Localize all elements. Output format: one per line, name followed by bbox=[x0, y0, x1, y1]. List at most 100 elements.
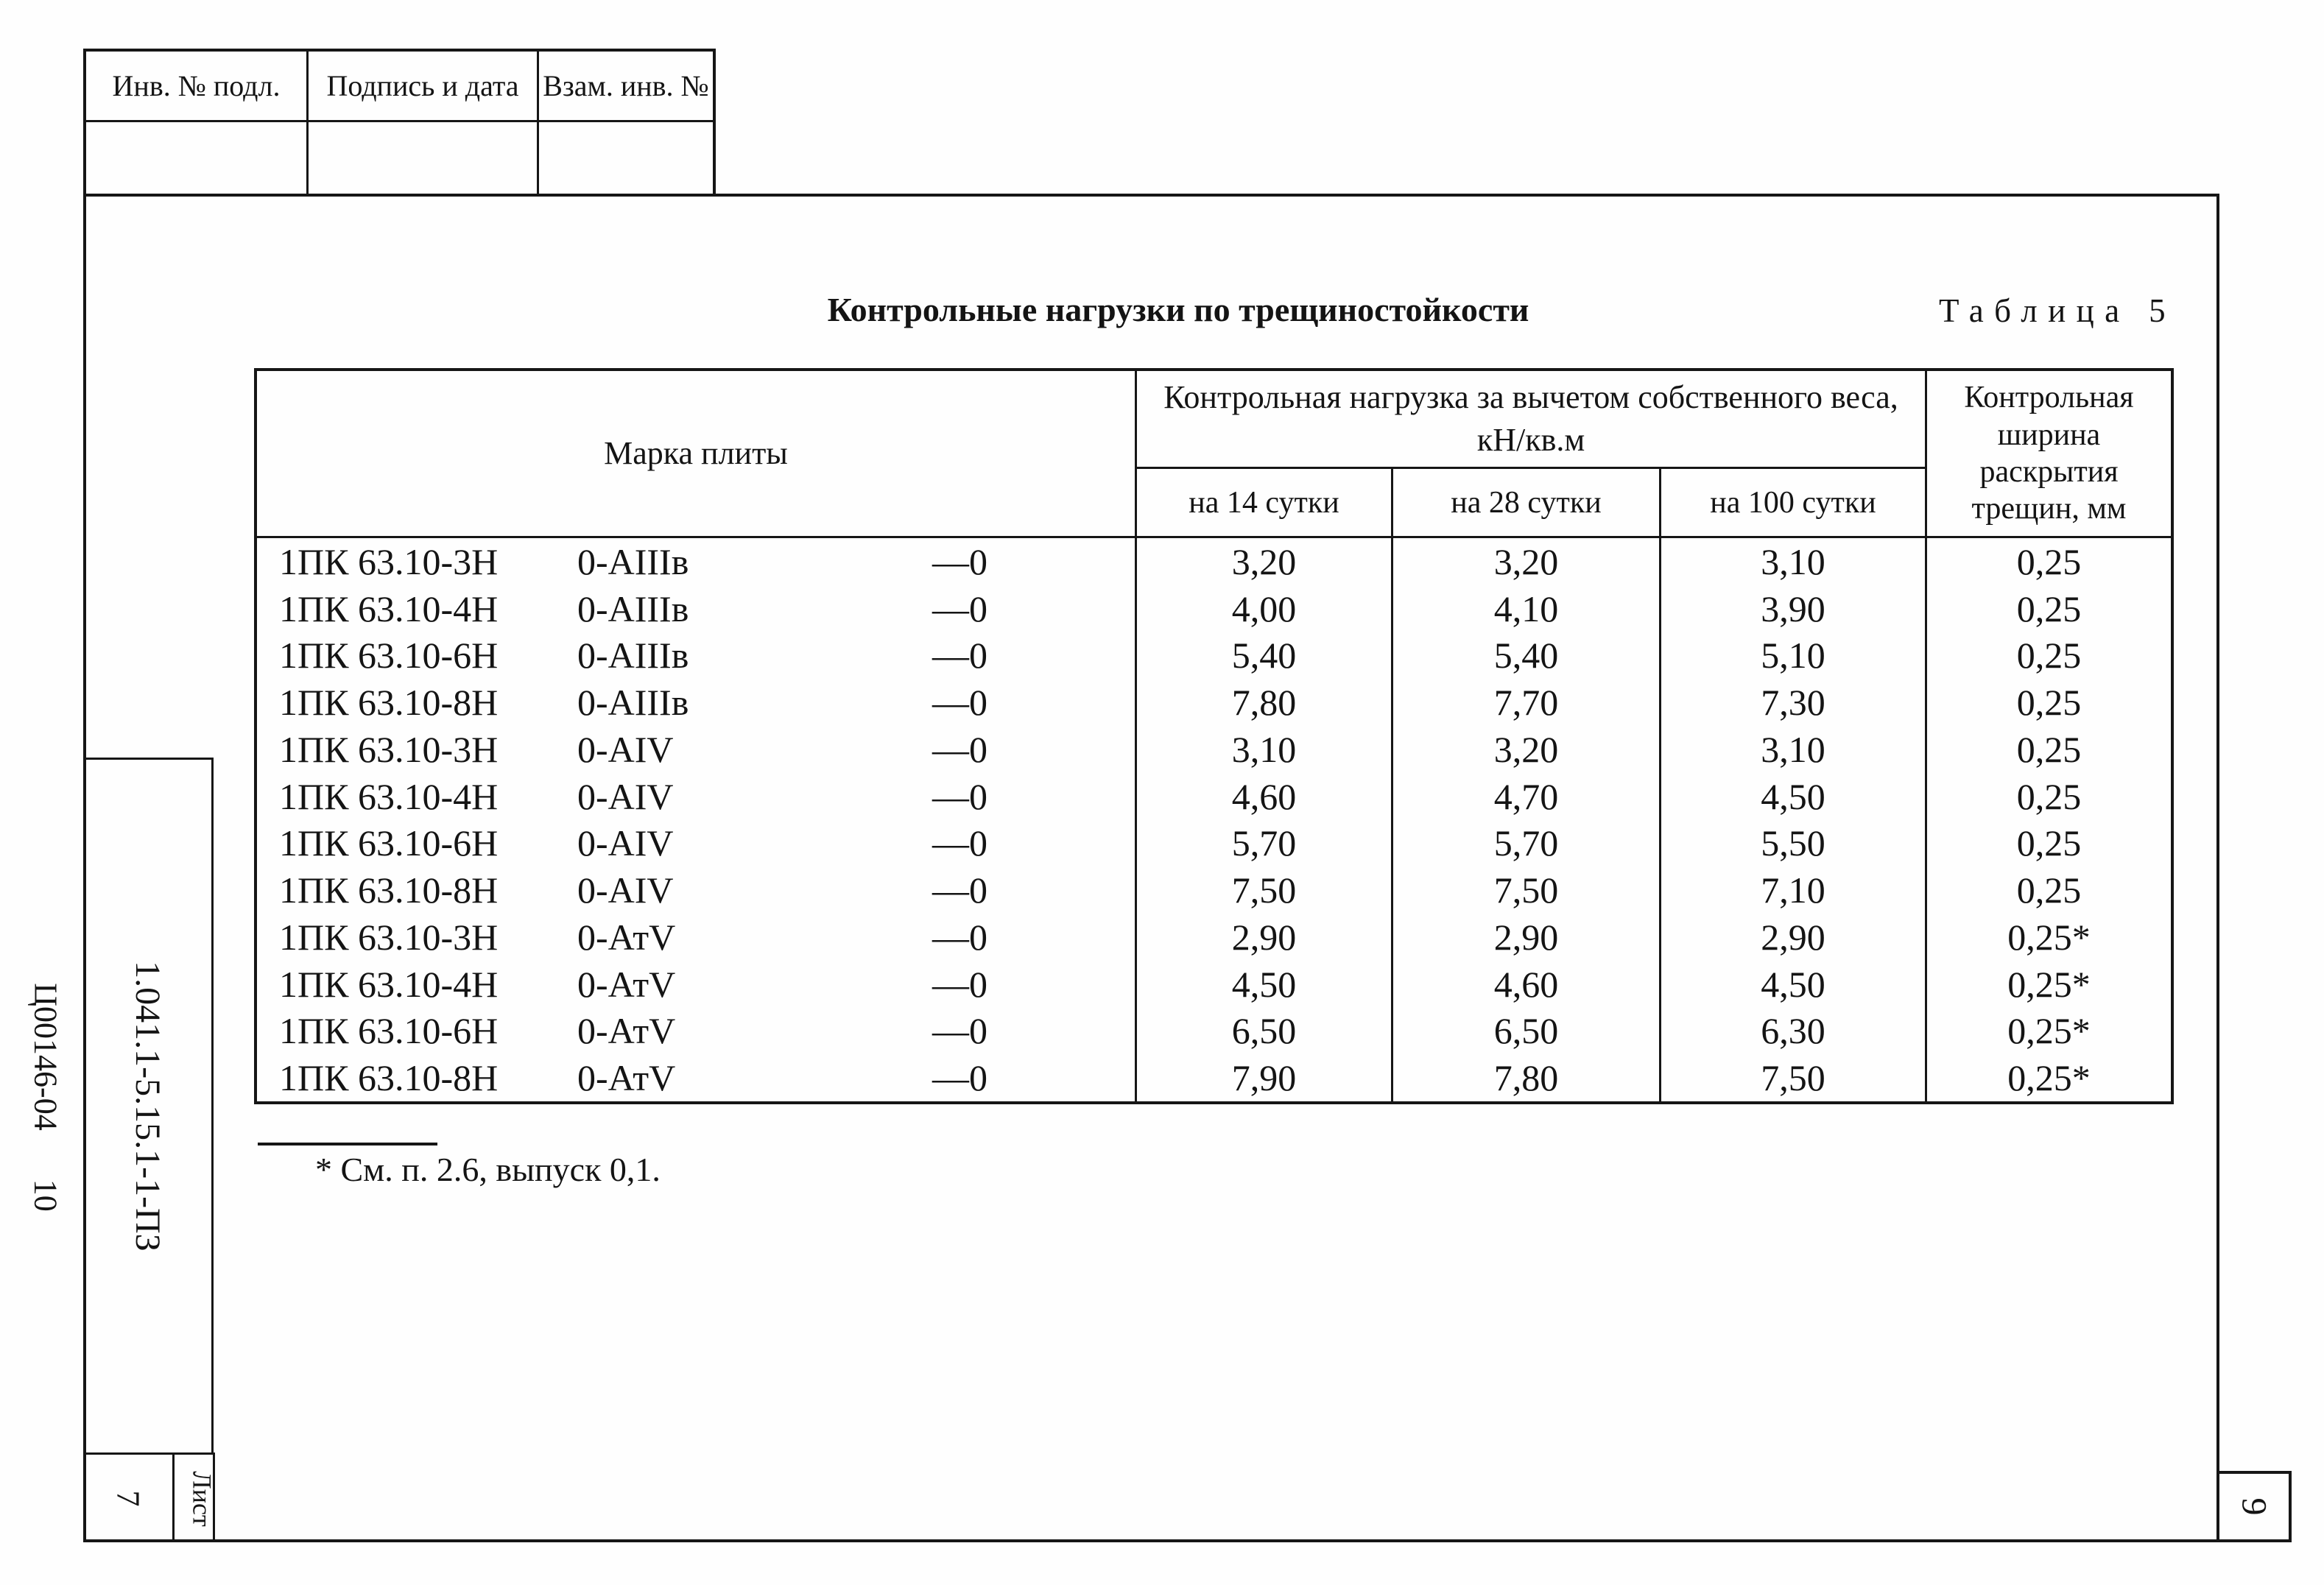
value-day100: 6,30 bbox=[1661, 1007, 1927, 1055]
mark-suffix: —0 bbox=[932, 587, 987, 629]
mark-suffix: —0 bbox=[932, 869, 987, 911]
table-row-mark: 1ПК 63.10-8Н 0-АтV —0 bbox=[257, 1054, 1137, 1101]
column-header-day100: на 100 сутки bbox=[1661, 469, 1927, 538]
value-day28: 5,40 bbox=[1393, 632, 1661, 679]
table-row-mark: 1ПК 63.10-8Н 0-АIV —0 bbox=[257, 866, 1137, 914]
stamp-empty-cell bbox=[539, 122, 713, 194]
value-crack-width: 0,25 bbox=[2016, 682, 2082, 724]
crack-header-line1: Контрольная bbox=[1964, 381, 2134, 415]
mark-suffix: —0 bbox=[932, 1057, 987, 1099]
sheet-label-cell: Лист bbox=[175, 1455, 230, 1542]
table-row-mark: 1ПК 63.10-3Н 0-АтV —0 bbox=[257, 914, 1137, 961]
reinforcement-class: 0-АIIIв bbox=[577, 587, 689, 629]
value-day100: 7,30 bbox=[1661, 679, 1927, 726]
value-day14: 7,80 bbox=[1137, 679, 1393, 726]
column-header-crack-width: Контрольная ширина раскрытия трещин, мм bbox=[1927, 371, 2171, 538]
page-number-box: 9 bbox=[2219, 1471, 2292, 1542]
column-header-day14: на 14 сутки bbox=[1137, 469, 1393, 538]
value-day14: 5,70 bbox=[1137, 819, 1393, 867]
table-row-mark: 1ПК 63.10-6Н 0-АIIIв —0 bbox=[257, 632, 1137, 679]
mark-suffix: —0 bbox=[932, 822, 987, 864]
plate-mark: 1ПК 63.10-4Н bbox=[279, 587, 499, 629]
value-day100: 2,90 bbox=[1661, 914, 1927, 961]
value-crack-width: 0,25* bbox=[2007, 916, 2091, 958]
value-crack-width: 0,25* bbox=[2007, 1010, 2091, 1052]
page-title: Контрольные нагрузки по трещиностойкости bbox=[827, 291, 1529, 328]
value-day100: 5,50 bbox=[1661, 819, 1927, 867]
mark-suffix: —0 bbox=[932, 1010, 987, 1052]
reinforcement-class: 0-АIV bbox=[577, 869, 674, 911]
plate-mark: 1ПК 63.10-6Н bbox=[279, 822, 499, 864]
value-crack-width: 0,25 bbox=[2016, 869, 2082, 911]
reinforcement-class: 0-АIIIв bbox=[577, 682, 689, 724]
crack-resistance-table: Марка плиты Контрольная нагрузка за выче… bbox=[254, 368, 2174, 1104]
mark-suffix: —0 bbox=[932, 916, 987, 958]
plate-mark: 1ПК 63.10-3Н bbox=[279, 728, 499, 770]
reinforcement-class: 0-АIIIв bbox=[577, 635, 689, 677]
load-header-line1: Контрольная нагрузка за вычетом собствен… bbox=[1163, 378, 1898, 415]
value-crack-width: 0,25 bbox=[2016, 775, 2082, 817]
plate-mark: 1ПК 63.10-6Н bbox=[279, 1010, 499, 1052]
stamp-header-inv-podl: Инв. № подл. bbox=[86, 52, 309, 122]
value-day28: 3,20 bbox=[1393, 726, 1661, 773]
stamp-header-podpis-data: Подпись и дата bbox=[309, 52, 539, 122]
mark-suffix: —0 bbox=[932, 682, 987, 724]
value-day14: 6,50 bbox=[1137, 1007, 1393, 1055]
value-crack-width: 0,25* bbox=[2007, 963, 2091, 1005]
sheet-box: 7 Лист bbox=[83, 1452, 217, 1542]
value-crack-width: 0,25 bbox=[2016, 822, 2082, 864]
doc-code-text: Ц00146-04 10 bbox=[27, 982, 64, 1212]
value-day100: 3,10 bbox=[1661, 538, 1927, 585]
reinforcement-class: 0-АIIIв bbox=[577, 540, 689, 582]
value-day100: 7,50 bbox=[1661, 1054, 1927, 1101]
mark-suffix: —0 bbox=[932, 540, 987, 582]
column-header-day28: на 28 сутки bbox=[1393, 469, 1661, 538]
value-day100: 3,90 bbox=[1661, 585, 1927, 632]
value-day28: 7,50 bbox=[1393, 866, 1661, 914]
margin-doc-code: Ц00146-04 10 bbox=[12, 876, 80, 1318]
plate-mark: 1ПК 63.10-8Н bbox=[279, 682, 499, 724]
crack-header-line2: ширина bbox=[1997, 417, 2101, 452]
value-day14: 3,20 bbox=[1137, 538, 1393, 585]
stamp-empty-cell bbox=[309, 122, 539, 194]
reinforcement-class: 0-АIV bbox=[577, 822, 674, 864]
plate-mark: 1ПК 63.10-3Н bbox=[279, 540, 499, 582]
value-crack-width: 0,25 bbox=[2016, 728, 2082, 770]
reinforcement-class: 0-АIV bbox=[577, 728, 674, 770]
plate-mark: 1ПК 63.10-3Н bbox=[279, 916, 499, 958]
reinforcement-class: 0-АтV bbox=[577, 916, 676, 958]
value-day28: 7,80 bbox=[1393, 1054, 1661, 1101]
table-row-mark: 1ПК 63.10-4Н 0-АIV —0 bbox=[257, 772, 1137, 820]
plate-mark: 1ПК 63.10-8Н bbox=[279, 869, 499, 911]
table-row-mark: 1ПК 63.10-3Н 0-АIV —0 bbox=[257, 726, 1137, 773]
value-day14: 2,90 bbox=[1137, 914, 1393, 961]
value-day28: 3,20 bbox=[1393, 538, 1661, 585]
value-day14: 7,90 bbox=[1137, 1054, 1393, 1101]
table-row-mark: 1ПК 63.10-6Н 0-АтV —0 bbox=[257, 1007, 1137, 1055]
designation-box: 1.041.1-5.15.1-1-ПЗ bbox=[83, 758, 214, 1452]
sheet-number-cell: 7 bbox=[83, 1455, 175, 1542]
value-day100: 3,10 bbox=[1661, 726, 1927, 773]
value-crack-width: 0,25* bbox=[2007, 1057, 2091, 1099]
reinforcement-class: 0-АтV bbox=[577, 963, 676, 1005]
value-day28: 4,60 bbox=[1393, 960, 1661, 1008]
inventory-stamp-table: Инв. № подл. Подпись и дата Взам. инв. № bbox=[83, 49, 716, 194]
footnote-rule bbox=[258, 1143, 437, 1145]
reinforcement-class: 0-АтV bbox=[577, 1057, 676, 1099]
value-day100: 4,50 bbox=[1661, 960, 1927, 1008]
mark-suffix: —0 bbox=[932, 963, 987, 1005]
plate-mark: 1ПК 63.10-4Н bbox=[279, 963, 499, 1005]
value-day100: 4,50 bbox=[1661, 772, 1927, 820]
plate-mark: 1ПК 63.10-4Н bbox=[279, 775, 499, 817]
reinforcement-class: 0-АIV bbox=[577, 775, 674, 817]
stamp-header-vzam-inv: Взам. инв. № bbox=[539, 52, 713, 122]
footnote-text: * См. п. 2.6, выпуск 0,1. bbox=[315, 1151, 661, 1188]
crack-header-line3: раскрытия bbox=[1979, 455, 2119, 489]
stamp-empty-cell bbox=[86, 122, 309, 194]
document-designation: 1.041.1-5.15.1-1-ПЗ bbox=[127, 961, 167, 1252]
sheet-number: 7 bbox=[110, 1490, 146, 1507]
value-day28: 4,70 bbox=[1393, 772, 1661, 820]
value-day14: 5,40 bbox=[1137, 632, 1393, 679]
value-day14: 4,60 bbox=[1137, 772, 1393, 820]
